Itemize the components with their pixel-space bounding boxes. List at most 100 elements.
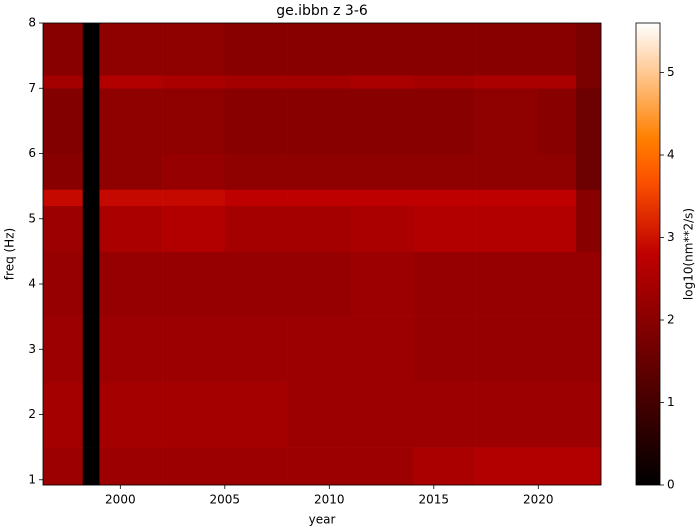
heat-cell <box>224 189 288 207</box>
heat-cell <box>224 447 288 486</box>
heat-cell <box>575 251 602 317</box>
heat-cell <box>43 153 84 190</box>
x-tick-label: 2010 <box>314 493 345 507</box>
heat-cell <box>82 153 100 190</box>
heat-cell <box>412 88 476 154</box>
x-tick-label: 2015 <box>419 493 450 507</box>
heat-cell <box>43 189 84 207</box>
heat-cell <box>287 23 351 76</box>
heat-cell <box>350 205 414 252</box>
colorbar-tick-label: 5 <box>667 65 675 79</box>
heat-cell <box>162 205 226 252</box>
heat-cell <box>82 381 100 448</box>
heat-cell <box>82 75 100 89</box>
heat-cell <box>162 381 226 448</box>
heat-cell <box>43 316 84 383</box>
heat-cell <box>350 88 414 154</box>
heat-cell <box>82 251 100 317</box>
heat-cell <box>43 381 84 448</box>
heat-cell <box>43 23 84 76</box>
heat-cell <box>287 75 351 89</box>
heat-cell <box>350 189 414 207</box>
heat-cell <box>43 75 84 89</box>
heat-cell <box>162 447 226 486</box>
heat-cell <box>82 205 100 252</box>
heat-cell <box>99 447 163 486</box>
heat-cell <box>538 447 577 486</box>
heat-cell <box>99 75 163 89</box>
heat-cell <box>82 23 100 76</box>
heat-cell <box>412 381 476 448</box>
chart-title: ge.ibbn z 3-6 <box>276 3 368 19</box>
heat-cell <box>43 205 84 252</box>
heat-cell <box>287 153 351 190</box>
heat-cell <box>475 205 539 252</box>
heat-cell <box>224 251 288 317</box>
x-axis-label: year <box>309 513 336 527</box>
heat-cell <box>287 189 351 207</box>
heat-cell <box>475 189 539 207</box>
heat-cell <box>575 189 602 207</box>
heat-cell <box>350 75 414 89</box>
heat-cell <box>538 251 577 317</box>
heat-cell <box>99 381 163 448</box>
heat-cell <box>538 205 577 252</box>
heat-cell <box>538 189 577 207</box>
heat-cell <box>162 251 226 317</box>
y-tick-label: 7 <box>28 81 36 95</box>
y-axis-label: freq (Hz) <box>3 228 17 280</box>
heat-cell <box>162 316 226 383</box>
heat-cell <box>287 316 351 383</box>
colorbar-label: log10(nm**2/s) <box>682 208 696 300</box>
y-tick-label: 8 <box>28 16 36 30</box>
heat-cell <box>99 205 163 252</box>
heat-cell <box>412 189 476 207</box>
heat-cell <box>99 189 163 207</box>
heat-cell <box>82 316 100 383</box>
colorbar-tick-label: 4 <box>667 148 675 162</box>
heat-cell <box>412 447 476 486</box>
heat-cell <box>99 251 163 317</box>
heat-cell <box>99 88 163 154</box>
heat-cell <box>350 23 414 76</box>
heat-cell <box>475 316 539 383</box>
heat-cell <box>224 205 288 252</box>
heat-cell <box>350 316 414 383</box>
heat-cell <box>287 447 351 486</box>
heat-cell <box>162 88 226 154</box>
heat-cell <box>224 316 288 383</box>
heat-cell <box>99 23 163 76</box>
heat-cell <box>412 316 476 383</box>
heat-cell <box>350 153 414 190</box>
heat-cell <box>412 75 476 89</box>
heat-cell <box>224 381 288 448</box>
heat-cell <box>538 75 577 89</box>
heat-cell <box>412 23 476 76</box>
colorbar-tick-label: 1 <box>667 395 675 409</box>
heat-cell <box>162 23 226 76</box>
heat-cell <box>538 381 577 448</box>
heat-cell <box>224 153 288 190</box>
heat-cell <box>575 88 602 154</box>
x-tick-label: 2000 <box>105 493 136 507</box>
heat-cell <box>224 88 288 154</box>
heat-cell <box>412 205 476 252</box>
heat-cell <box>475 88 539 154</box>
heat-cell <box>538 316 577 383</box>
heat-cell <box>575 316 602 383</box>
heat-cell <box>287 205 351 252</box>
heat-cell <box>412 251 476 317</box>
plot-frame <box>42 22 602 486</box>
heat-cell <box>575 153 602 190</box>
heat-cell <box>43 447 84 486</box>
heat-cell <box>350 251 414 317</box>
colorbar <box>635 22 661 486</box>
y-tick-label: 4 <box>28 277 36 291</box>
colorbar-tick-label: 3 <box>667 230 675 244</box>
y-tick-label: 6 <box>28 146 36 160</box>
heat-cell <box>162 189 226 207</box>
heat-cell <box>475 153 539 190</box>
heat-cell <box>43 88 84 154</box>
heat-cell <box>287 88 351 154</box>
